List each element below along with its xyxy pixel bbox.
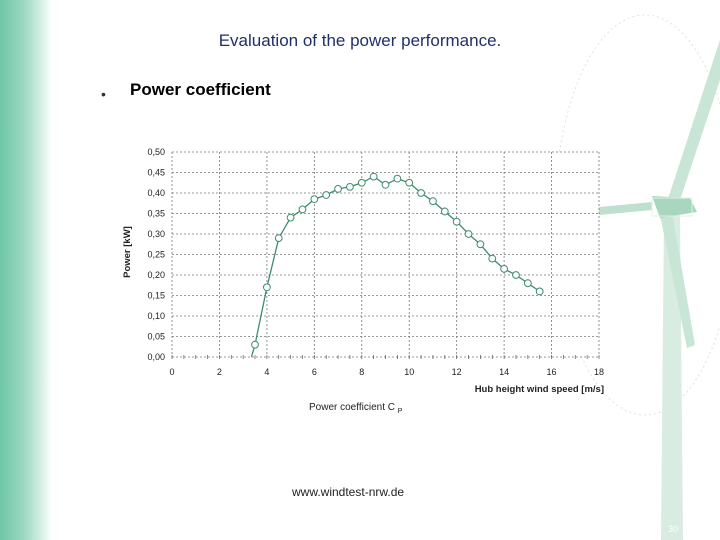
data-point — [500, 264, 509, 273]
data-point — [535, 287, 544, 296]
x-tick-label: 4 — [264, 367, 269, 377]
x-tick-label: 12 — [452, 367, 462, 377]
y-tick-label: 0,20 — [147, 270, 165, 280]
x-tick-label: 0 — [169, 367, 174, 377]
data-point — [429, 197, 437, 206]
data-point — [452, 217, 461, 226]
x-axis-title: Hub height wind speed [m/s] — [475, 384, 604, 395]
data-point — [523, 279, 532, 288]
y-tick-label: 0,35 — [147, 209, 165, 219]
x-tick-label: 8 — [359, 367, 364, 377]
data-point — [512, 271, 520, 279]
y-tick-label: 0,05 — [147, 332, 165, 342]
data-point — [369, 172, 378, 181]
data-point — [464, 230, 473, 238]
data-point — [286, 213, 295, 222]
data-point — [357, 178, 366, 187]
y-axis-title: Power [kW] — [122, 226, 133, 278]
x-tick-label: 14 — [499, 367, 509, 377]
data-point — [393, 174, 402, 183]
data-point — [381, 180, 390, 189]
data-point — [405, 178, 414, 187]
y-tick-label: 0,30 — [147, 229, 165, 239]
data-point — [262, 283, 271, 292]
bullet-power-coefficient: Power coefficient — [130, 80, 271, 99]
x-tick-label: 6 — [312, 367, 317, 377]
data-point — [440, 207, 449, 216]
page-title: Evaluation of the power performance. — [218, 31, 502, 50]
x-tick-labels: 0 2 4 6 8 10 12 14 16 18 — [169, 367, 604, 377]
y-tick-label: 0,25 — [147, 250, 165, 260]
data-point — [274, 234, 283, 243]
x-minor-ticks — [171, 355, 600, 359]
data-point — [346, 182, 354, 191]
chart-caption: Power coefficient C P — [309, 402, 403, 415]
data-point — [417, 189, 425, 197]
data-point — [298, 205, 307, 214]
y-tick-labels: 0,00 0,05 0,10 0,15 0,20 0,25 0,30 0,35 0,40 0,45… — [147, 147, 165, 362]
data-point — [334, 185, 342, 193]
left-gradient-band — [0, 0, 52, 540]
y-tick-label: 0,40 — [147, 188, 165, 198]
x-tick-label: 2 — [217, 367, 222, 377]
data-point — [476, 240, 485, 249]
data-point — [488, 254, 497, 263]
x-tick-label: 16 — [547, 367, 557, 377]
data-point — [322, 191, 331, 199]
x-tick-label: 18 — [594, 367, 604, 377]
data-point — [251, 340, 259, 349]
website-url: www.windtest-nrw.de — [292, 485, 405, 499]
bullet-marker: • — [101, 86, 106, 102]
x-tick-label: 10 — [404, 367, 414, 377]
y-tick-label: 0,45 — [147, 168, 165, 178]
y-tick-label: 0,50 — [147, 147, 165, 157]
y-tick-label: 0,15 — [147, 291, 165, 301]
page-number: 30 — [668, 524, 679, 534]
data-point — [310, 195, 319, 204]
y-tick-label: 0,10 — [147, 311, 165, 321]
series-points — [251, 172, 544, 349]
y-tick-label: 0,00 — [147, 352, 165, 362]
